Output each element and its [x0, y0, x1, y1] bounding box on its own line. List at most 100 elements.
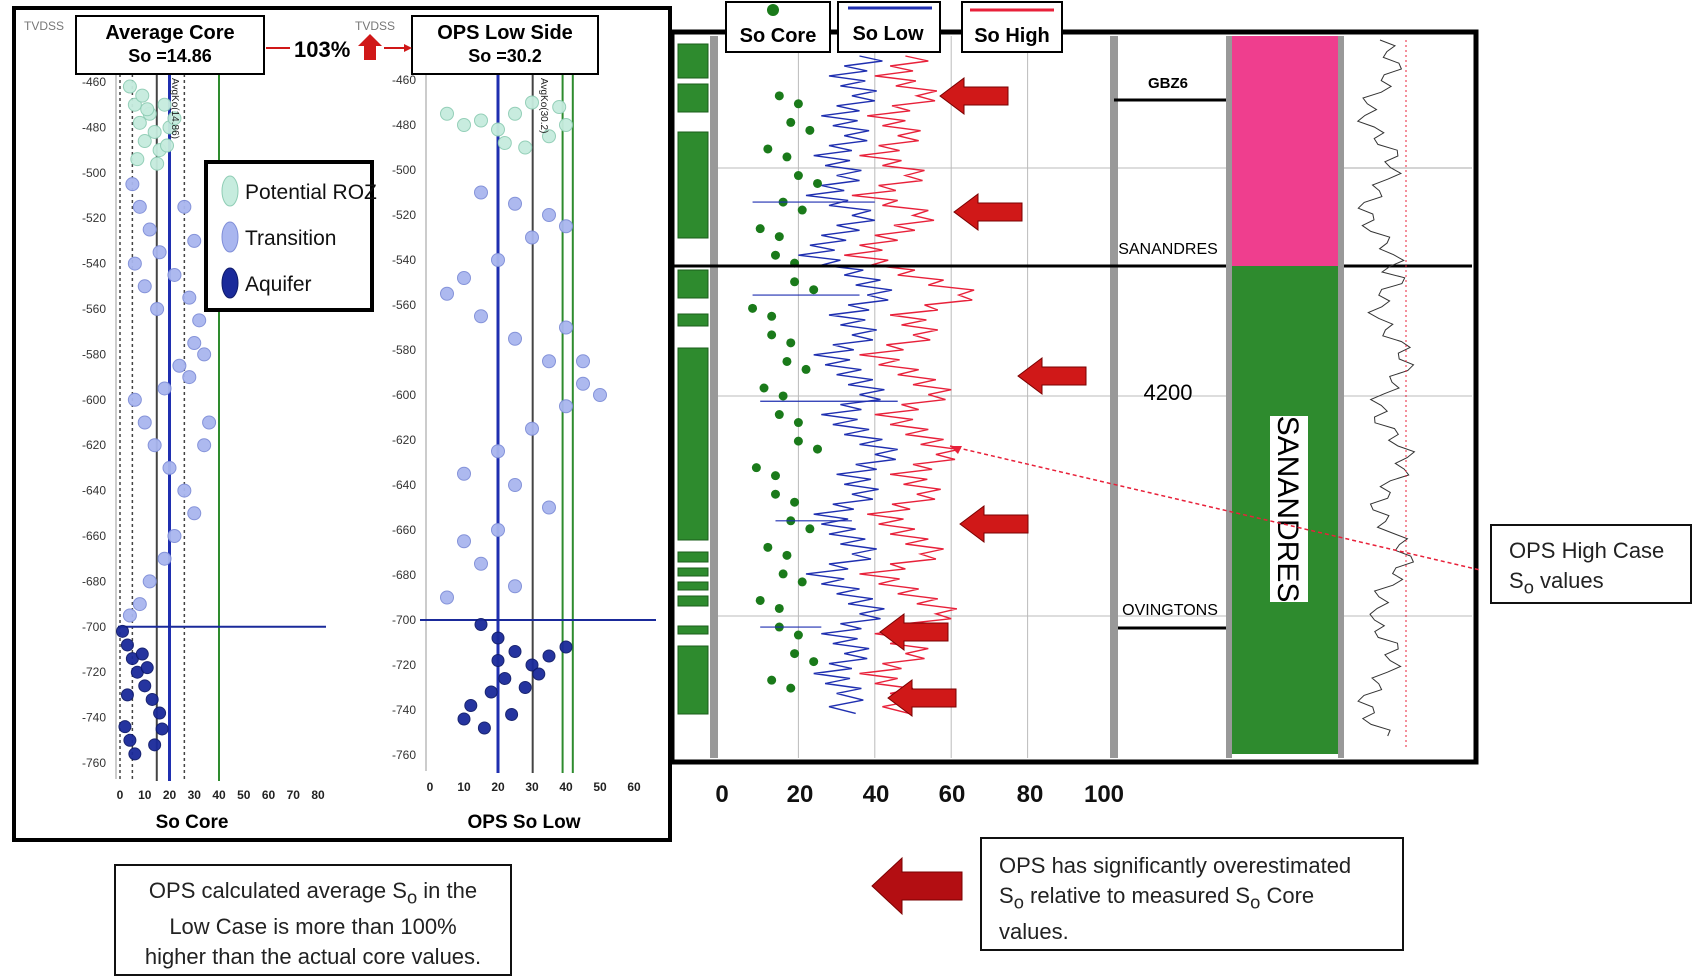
up-arrow-icon: [358, 34, 382, 60]
log-x-tick-label: 80: [1017, 781, 1044, 808]
so-core-point: [793, 418, 803, 428]
so-core-point: [748, 303, 758, 313]
so-core-point: [793, 99, 803, 109]
average-core-value: So =14.86: [128, 46, 212, 66]
y-tick-label: -460: [392, 73, 416, 87]
y-tick-label: -680: [392, 568, 416, 582]
callout-overestimated-line1: OPS has significantly overestimated: [999, 853, 1352, 878]
so-core-point: [813, 444, 822, 454]
y-tick-label: -480: [82, 120, 106, 134]
data-point: [457, 534, 471, 549]
data-point: [525, 230, 539, 245]
callout-low-case-line2: Low Case is more than 100%: [169, 914, 457, 940]
data-point: [127, 256, 142, 271]
data-point: [118, 720, 132, 734]
data-point: [157, 551, 172, 566]
data-point: [152, 245, 167, 260]
y-tick-label: -460: [82, 75, 106, 89]
callout-overestimated: OPS has significantly overestimated So r…: [980, 837, 1404, 951]
so-core-point: [763, 542, 773, 552]
data-point: [132, 597, 147, 612]
x-tick-label: 60: [627, 780, 641, 794]
y-tick-label: -700: [392, 613, 416, 627]
so-core-point: [774, 603, 784, 613]
data-point: [508, 478, 522, 492]
so-core-point: [809, 285, 819, 295]
overestimate-arrow-icon: [1017, 357, 1087, 395]
overestimate-arrow-icon: [879, 613, 949, 651]
x-tick-label: 40: [212, 788, 226, 802]
data-point: [457, 466, 471, 481]
x-tick-label: 50: [237, 788, 251, 802]
track-separator-left: [710, 36, 718, 758]
so-core-point: [774, 91, 784, 101]
legend-marker: [221, 221, 239, 253]
lithology-bar: [677, 131, 709, 239]
lithology-bar: [677, 581, 709, 591]
x-tick-label: 20: [491, 780, 505, 794]
callout-overestimated-line2: So relative to measured So Core: [999, 883, 1315, 913]
lithology-bar: [677, 269, 709, 299]
ops-line-label: AvgKo(30.2): [538, 78, 549, 133]
y-tick-label: -540: [82, 257, 106, 271]
overestimate-arrow-icon: [887, 679, 957, 717]
y-tick-label: -640: [392, 478, 416, 492]
overestimate-arrow-icon: [959, 505, 1029, 543]
data-point: [138, 679, 152, 693]
data-point: [497, 136, 512, 150]
x-tick-label: 30: [188, 788, 202, 802]
data-point: [167, 267, 182, 282]
y-tick-label: -640: [82, 484, 106, 498]
y-tick-label: -720: [392, 658, 416, 672]
callout-ops-high-line1: OPS High Case: [1509, 538, 1665, 563]
lithology-bar: [677, 595, 709, 607]
x-tick-label: 10: [457, 780, 471, 794]
data-point: [145, 692, 159, 706]
data-point: [491, 444, 505, 459]
legend-label: Potential ROZ: [245, 181, 377, 204]
legend-so-core-dot: [767, 4, 779, 16]
so-core-point: [786, 338, 796, 348]
legend-label: Aquifer: [245, 273, 312, 296]
data-point: [127, 97, 142, 112]
y-tick-label: -620: [82, 438, 106, 452]
data-point: [142, 574, 157, 589]
so-core-point: [782, 550, 792, 560]
lithology-bar: [677, 551, 709, 563]
data-point: [135, 88, 150, 103]
data-point: [559, 118, 573, 132]
so-core-point: [797, 577, 807, 587]
so-core-point: [801, 364, 811, 374]
x-tick-label: 50: [593, 780, 607, 794]
data-point: [440, 286, 454, 301]
x-tick-label: 40: [559, 780, 573, 794]
data-point: [182, 290, 197, 305]
lithology-bar: [677, 43, 709, 79]
y-tick-label: -700: [82, 620, 106, 634]
y-tick-label: -520: [82, 211, 106, 225]
so-core-point: [774, 410, 784, 420]
data-point: [120, 688, 134, 702]
data-point: [593, 388, 607, 402]
ops-high-pointer-arrowhead: [950, 446, 962, 454]
x-tick-label: 70: [287, 788, 301, 802]
y-tick-label: -740: [392, 703, 416, 717]
so-core-point: [755, 224, 765, 234]
data-point: [197, 347, 212, 362]
data-point: [477, 721, 491, 735]
data-point: [508, 579, 522, 594]
data-point: [115, 624, 129, 638]
data-point: [464, 699, 478, 712]
data-point: [491, 523, 505, 537]
so-core-point: [774, 232, 784, 242]
so-core-point: [790, 277, 800, 287]
lithology-bar: [677, 625, 709, 635]
data-point: [137, 279, 152, 294]
x-tick-label: 80: [311, 788, 325, 802]
track-separator-gr: [1338, 36, 1344, 758]
data-point: [140, 661, 154, 675]
data-point: [559, 320, 573, 335]
data-point: [122, 79, 137, 94]
y-tick-label: -720: [82, 665, 106, 679]
